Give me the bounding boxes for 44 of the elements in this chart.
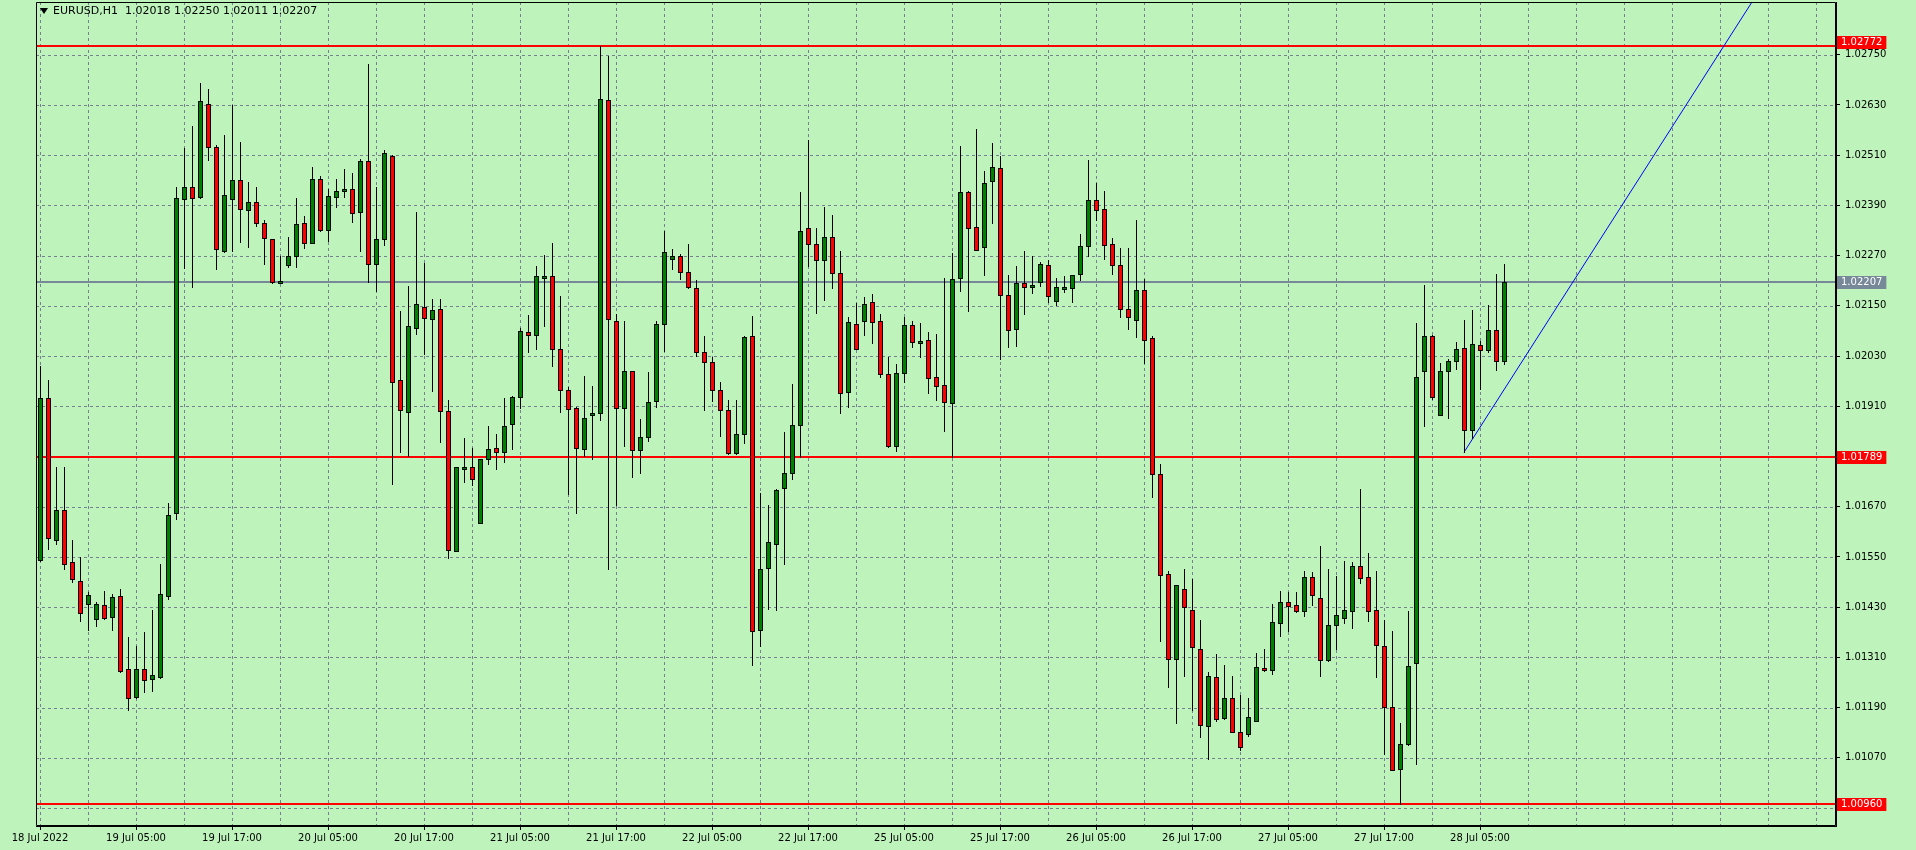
x-tick-label: 26 Jul 05:00 (1066, 831, 1126, 843)
x-tick-label: 28 Jul 05:00 (1450, 831, 1510, 843)
y-tick-label: 1.02150 (1845, 299, 1887, 311)
y-tick-label: 1.01190 (1845, 701, 1887, 713)
y-tick-label: 1.01070 (1845, 751, 1887, 763)
y-tick-label: 1.01910 (1845, 399, 1887, 411)
ref-line-label: 1.02207 (1841, 276, 1883, 288)
ref-line-label: 1.02772 (1841, 36, 1883, 48)
x-tick-label: 22 Jul 17:00 (778, 831, 838, 843)
x-tick-label: 20 Jul 05:00 (298, 831, 358, 843)
y-tick-label: 1.01430 (1845, 600, 1887, 612)
y-tick-label: 1.02270 (1845, 249, 1887, 261)
y-tick-label: 1.02390 (1845, 198, 1887, 210)
x-tick-label: 22 Jul 05:00 (682, 831, 742, 843)
candlestick (542, 255, 547, 327)
x-tick-label: 25 Jul 17:00 (970, 831, 1030, 843)
x-tick-label: 27 Jul 17:00 (1354, 831, 1414, 843)
x-tick-label: 26 Jul 17:00 (1162, 831, 1222, 843)
y-tick-label: 1.02630 (1845, 98, 1887, 110)
ref-line-label: 1.00960 (1841, 798, 1883, 810)
x-tick-label: 19 Jul 05:00 (106, 831, 166, 843)
candlestick (1022, 251, 1027, 315)
candlestick (190, 126, 195, 288)
x-tick-label: 21 Jul 17:00 (586, 831, 646, 843)
x-tick-label: 27 Jul 05:00 (1258, 831, 1318, 843)
x-tick-label: 18 Jul 2022 (11, 831, 69, 843)
candlestick (150, 610, 155, 692)
x-tick-label: 25 Jul 05:00 (874, 831, 934, 843)
y-tick-label: 1.02030 (1845, 349, 1887, 361)
candlestick (462, 438, 467, 483)
y-tick-label: 1.02510 (1845, 148, 1887, 160)
y-tick-label: 1.01670 (1845, 500, 1887, 512)
x-tick-label: 19 Jul 17:00 (202, 831, 262, 843)
chart-title: EURUSD,H1 1.02018 1.02250 1.02011 1.02207 (53, 4, 318, 17)
candlestick (1030, 256, 1035, 294)
x-tick-label: 20 Jul 17:00 (394, 831, 454, 843)
candlestick (918, 323, 923, 358)
y-tick-label: 1.01550 (1845, 550, 1887, 562)
candlestick (590, 386, 595, 460)
candlestick (342, 169, 347, 198)
y-tick-label: 1.02750 (1845, 48, 1887, 60)
y-tick-label: 1.01310 (1845, 650, 1887, 662)
ref-line-label: 1.01789 (1841, 451, 1883, 463)
x-tick-label: 21 Jul 05:00 (490, 831, 550, 843)
